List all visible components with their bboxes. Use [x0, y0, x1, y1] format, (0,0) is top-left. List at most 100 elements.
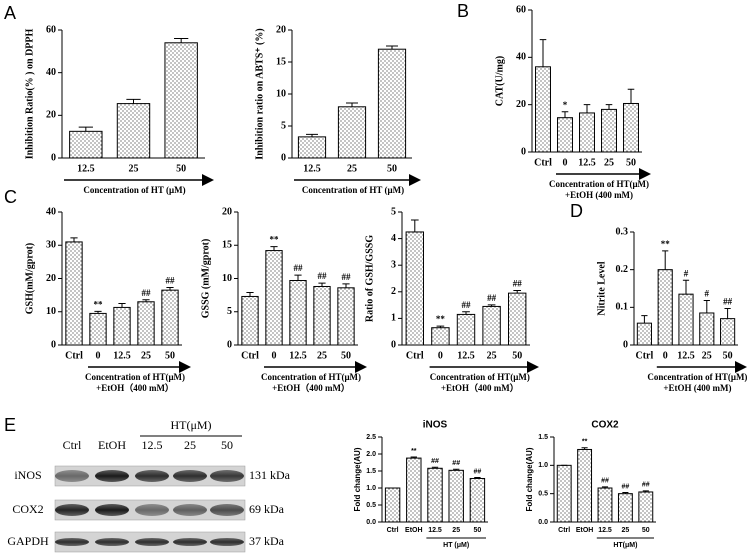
size-label: 69 kDa — [249, 502, 285, 516]
error-bar — [627, 88, 635, 104]
y-tick-label: 0.1 — [616, 302, 629, 313]
blot-band — [55, 538, 89, 546]
blot-band — [95, 504, 129, 516]
x-tick-label: 12.5 — [677, 350, 695, 361]
chart: 0 5 10 15 20 Inhibition ratio on ABTS⁺ (%) 12.… — [254, 24, 421, 195]
bar — [638, 491, 654, 523]
x-axis-label: +EtOH（400 mM） — [441, 383, 519, 393]
blot-band — [55, 504, 89, 516]
bar — [405, 231, 425, 346]
y-tick-label: 0.0 — [366, 519, 376, 526]
y-tick-label: 1.0 — [366, 485, 376, 492]
y-tick-label: 60 — [46, 24, 56, 35]
x-axis-label: Concentration of HT (μM) — [83, 185, 185, 195]
y-tick-label: 20 — [516, 99, 526, 110]
significance-label: ** — [270, 235, 280, 245]
y-tick-label: 30 — [46, 240, 56, 251]
bar — [556, 464, 572, 523]
blot-band — [210, 538, 244, 546]
error-bar — [561, 111, 569, 118]
y-tick-label: 20 — [46, 110, 56, 121]
y-axis-label: Ratio of GSH/GSSG — [364, 235, 375, 322]
x-tick-label: 12.5 — [113, 350, 131, 361]
y-tick-label: 5 — [281, 120, 286, 131]
error-bar — [462, 311, 470, 315]
y-tick-label: 40 — [516, 52, 526, 63]
significance-label: ## — [318, 271, 328, 281]
y-tick-label: 0 — [51, 152, 56, 163]
error-bar — [94, 310, 102, 314]
y-tick-label: 40 — [46, 206, 56, 217]
error-bar — [583, 104, 591, 113]
significance-label: ## — [513, 279, 523, 289]
lane-label: 12.5 — [142, 438, 163, 452]
bar — [597, 487, 613, 523]
bar — [337, 106, 367, 159]
bar — [557, 117, 573, 153]
blot-band — [55, 470, 89, 482]
bar — [161, 289, 179, 346]
chart: 0.0 0.5 1.0 1.5 2.0 2.5 Fold change(AU) iNOS Ctr… — [353, 420, 488, 549]
y-tick-label: 20 — [222, 206, 232, 217]
bar — [469, 477, 486, 523]
bar — [579, 112, 595, 153]
bar — [164, 42, 198, 159]
bar — [406, 457, 422, 523]
significance-label: # — [684, 268, 689, 278]
x-tick-label: 0 — [96, 350, 101, 361]
chart: 0 20 40 60 Inhibition Ratio(% ) on DPPH 12.5 2… — [24, 24, 214, 195]
x-tick-label: 0 — [563, 157, 568, 168]
y-tick-label: 0 — [521, 146, 526, 157]
x-tick-label: 12.5 — [77, 163, 95, 174]
significance-label: ** — [411, 448, 417, 455]
x-tick-label: 12.5 — [457, 350, 475, 361]
x-tick-label: 50 — [165, 350, 175, 361]
bar — [137, 301, 155, 346]
y-axis-label: Inhibition Ratio(% ) on DPPH — [24, 28, 35, 159]
chart: 0.0 0.5 1.0 1.5 Fold change(AU) COX2 Ctrl ** EtO… — [525, 420, 656, 549]
y-tick-label: 0 — [227, 339, 232, 350]
x-tick-label: 50 — [474, 527, 482, 534]
significance-label: ## — [601, 478, 609, 485]
bar — [699, 312, 715, 346]
y-tick-label: 40 — [46, 67, 56, 78]
error-bar — [270, 246, 278, 251]
x-axis-label: Concentration of HT (μM) — [302, 185, 404, 195]
error-bar — [703, 300, 710, 313]
x-tick-label: 50 — [723, 350, 733, 361]
y-tick-label: 1.5 — [366, 468, 376, 475]
bar — [623, 102, 639, 153]
x-tick-label: 12.5 — [578, 157, 596, 168]
blot-band — [135, 504, 169, 516]
x-axis-label: Concentration of HT(μM) — [647, 372, 747, 382]
blot-band — [95, 538, 129, 546]
bar — [377, 48, 407, 159]
y-tick-label: 0 — [51, 339, 56, 350]
significance-label: # — [705, 289, 710, 299]
bar — [89, 312, 107, 346]
significance-label: ## — [452, 460, 460, 467]
y-axis-label: Fold change(AU) — [353, 447, 362, 511]
error-bar — [126, 98, 141, 104]
chart: 0 1 2 3 4 5 Ratio of GSH/GSSG Ctrl ** 0 ## 12.5 ## 25… — [364, 206, 539, 393]
y-tick-label: 0 — [391, 339, 396, 350]
x-tick-label: 12.5 — [598, 527, 612, 534]
protein-label: iNOS — [14, 468, 41, 482]
x-tick-label: Ctrl — [241, 350, 259, 361]
x-tick-label: Ctrl — [534, 157, 552, 168]
x-axis-label: Concentration of HT(μM) — [85, 372, 185, 382]
lane-label: Ctrl — [63, 438, 82, 452]
y-tick-label: 3 — [391, 259, 396, 270]
x-tick-label: 25 — [604, 157, 614, 168]
bar — [265, 250, 283, 346]
x-axis-label: +EtOH（400 mM） — [96, 383, 174, 393]
error-bar — [601, 486, 609, 488]
error-bar — [622, 492, 629, 494]
error-bar — [246, 291, 254, 297]
x-tick-label: 50 — [387, 163, 397, 174]
bar — [507, 292, 527, 346]
error-bar — [581, 447, 588, 450]
significance-label: ## — [166, 276, 176, 286]
x-tick-label: 25 — [452, 527, 460, 534]
significance-label: * — [563, 100, 568, 110]
